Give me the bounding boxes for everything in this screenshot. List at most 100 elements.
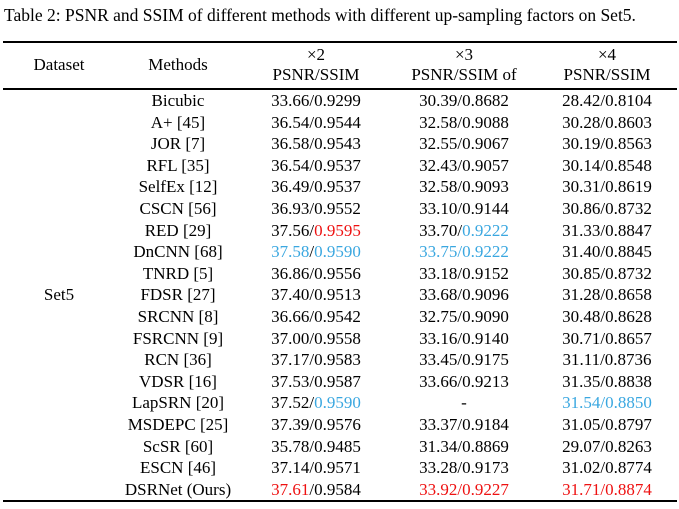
value-cell: 37.14/0.9571 [241, 457, 391, 479]
table-row: MSDEPC [25] 37.39/0.9576 33.37/0.9184 31.05… [3, 414, 677, 436]
value-cell: 33.75/0.9222 [391, 241, 537, 263]
value-segment: 33.68/0.9096 [419, 285, 509, 305]
table-caption: Table 2: PSNR and SSIM of different meth… [4, 5, 636, 25]
method-cell: CSCN [56] [139, 198, 217, 218]
value-segment: 33.92/0.9227 [419, 479, 509, 499]
value-cell: 33.70/0.9222 [391, 220, 537, 242]
value-segment: 37.39/0.9576 [271, 414, 361, 434]
method-cell: FSRCNN [9] [132, 328, 224, 348]
value-cell: 30.39/0.8682 [391, 89, 537, 112]
value-cell: 32.58/0.9088 [391, 112, 537, 134]
value-cell: 37.52/0.9590 [241, 392, 391, 414]
table-row: RED [29] 37.56/0.9595 33.70/0.9222 31.33/0.… [3, 220, 677, 242]
x3-factor-label: ×3 [454, 45, 474, 64]
value-segment: 30.71/0.8657 [562, 328, 652, 348]
value-segment: 37.40/0.9513 [271, 285, 361, 305]
method-cell: DnCNN [68] [133, 242, 223, 262]
value-cell: 31.05/0.8797 [537, 414, 677, 436]
x4-metric-label: PSNR/SSIM [563, 65, 651, 84]
table-body: Set5 Bicubic 33.66/0.9299 30.39/0.8682 28.42… [3, 89, 677, 501]
x2-metric-label: PSNR/SSIM [272, 65, 360, 84]
value-segment: 0.9222 [462, 220, 509, 240]
value-cell: 30.28/0.8603 [537, 112, 677, 134]
value-segment: 32.58/0.9088 [419, 112, 509, 132]
value-segment: 31.28/0.8658 [562, 285, 652, 305]
value-segment: 36.49/0.9537 [271, 177, 361, 197]
value-cell: 31.33/0.8847 [537, 220, 677, 242]
method-cell: DSRNet (Ours) [124, 479, 232, 499]
value-segment: 0.9590 [314, 393, 361, 413]
x3-metric-label: PSNR/SSIM of [411, 65, 517, 84]
value-segment: 28.42/0.8104 [562, 91, 652, 110]
value-segment: 31.05/0.8797 [562, 414, 652, 434]
value-segment: 33.10/0.9144 [419, 198, 509, 218]
value-cell: 36.54/0.9544 [241, 112, 391, 134]
value-cell: 33.16/0.9140 [391, 328, 537, 350]
table-row: DSRNet (Ours) 37.61/0.9584 33.92/0.9227 31.… [3, 479, 677, 502]
value-cell: 37.39/0.9576 [241, 414, 391, 436]
table-row: ScSR [60] 35.78/0.9485 31.34/0.8869 29.07/0… [3, 436, 677, 458]
value-segment: /0.9584 [309, 479, 361, 499]
value-segment: 32.75/0.9090 [419, 306, 509, 326]
value-segment: 31.33/0.8847 [562, 220, 652, 240]
value-cell: 30.19/0.8563 [537, 133, 677, 155]
value-segment: 30.85/0.8732 [562, 263, 652, 283]
value-segment: 33.28/0.9173 [419, 458, 509, 478]
value-cell: 35.78/0.9485 [241, 436, 391, 458]
value-cell: 37.61/0.9584 [241, 479, 391, 502]
method-cell: TNRD [5] [142, 263, 214, 283]
value-cell: 33.45/0.9175 [391, 349, 537, 371]
value-cell: - [391, 392, 537, 414]
dataset-cell: Set5 [43, 285, 75, 305]
value-segment: 37.58 [271, 242, 310, 262]
value-cell: 28.42/0.8104 [537, 89, 677, 112]
value-segment: 36.86/0.9556 [271, 263, 361, 283]
value-segment: 32.43/0.9057 [419, 155, 509, 175]
value-cell: 32.75/0.9090 [391, 306, 537, 328]
value-cell: 36.54/0.9537 [241, 155, 391, 177]
value-segment: / [309, 242, 315, 262]
table-row: SelfEx [12] 36.49/0.9537 32.58/0.9093 30.31… [3, 176, 677, 198]
table-row: RCN [36] 37.17/0.9583 33.45/0.9175 31.11/0.… [3, 349, 677, 371]
value-segment: 0.9595 [314, 220, 361, 240]
value-cell: 30.85/0.8732 [537, 263, 677, 285]
value-segment: 31.02/0.8774 [562, 458, 652, 478]
method-cell: MSDEPC [25] [127, 414, 229, 434]
method-cell: LapSRN [20] [131, 393, 225, 413]
value-cell: 33.92/0.9227 [391, 479, 537, 502]
value-cell: 36.58/0.9543 [241, 133, 391, 155]
value-cell: 30.48/0.8628 [537, 306, 677, 328]
value-cell: 32.55/0.9067 [391, 133, 537, 155]
x4-factor-label: ×4 [597, 45, 617, 64]
table-row: CSCN [56] 36.93/0.9552 33.10/0.9144 30.86/0… [3, 198, 677, 220]
method-cell: RFL [35] [146, 155, 210, 175]
table-row: LapSRN [20] 37.52/0.9590 - 31.54/0.8850 [3, 392, 677, 414]
value-segment: 36.93/0.9552 [271, 198, 361, 218]
x3-column-header: ×3 PSNR/SSIM of [391, 42, 537, 89]
value-cell: 30.71/0.8657 [537, 328, 677, 350]
value-segment: 37.00/0.9558 [271, 328, 361, 348]
value-cell: 36.93/0.9552 [241, 198, 391, 220]
value-cell: 31.34/0.8869 [391, 436, 537, 458]
value-cell: 29.07/0.8263 [537, 436, 677, 458]
value-segment: 37.53/0.9587 [271, 371, 361, 391]
value-segment: 33.45/0.9175 [419, 350, 509, 370]
value-cell: 33.66/0.9299 [241, 89, 391, 112]
value-cell: 31.11/0.8736 [537, 349, 677, 371]
value-segment: 31.35/0.8838 [562, 371, 652, 391]
header-row: Dataset Methods ×2 PSNR/SSIM ×3 PSNR/SSI… [3, 42, 677, 89]
value-cell: 30.31/0.8619 [537, 176, 677, 198]
value-segment: 29.07/0.8263 [562, 436, 652, 456]
value-cell: 32.43/0.9057 [391, 155, 537, 177]
value-segment: 37.61 [271, 479, 310, 499]
value-cell: 36.49/0.9537 [241, 176, 391, 198]
method-cell: Bicubic [151, 91, 205, 110]
value-segment: 30.48/0.8628 [562, 306, 652, 326]
table-row: ESCN [46] 37.14/0.9571 33.28/0.9173 31.02/0… [3, 457, 677, 479]
results-table: Dataset Methods ×2 PSNR/SSIM ×3 PSNR/SSI… [3, 41, 677, 503]
value-segment: 31.11/0.8736 [562, 350, 652, 370]
value-segment: 33.66/0.9299 [271, 91, 361, 110]
value-segment: 37.56/ [271, 220, 315, 240]
value-cell: 31.28/0.8658 [537, 284, 677, 306]
dataset-column-header: Dataset [33, 55, 85, 74]
